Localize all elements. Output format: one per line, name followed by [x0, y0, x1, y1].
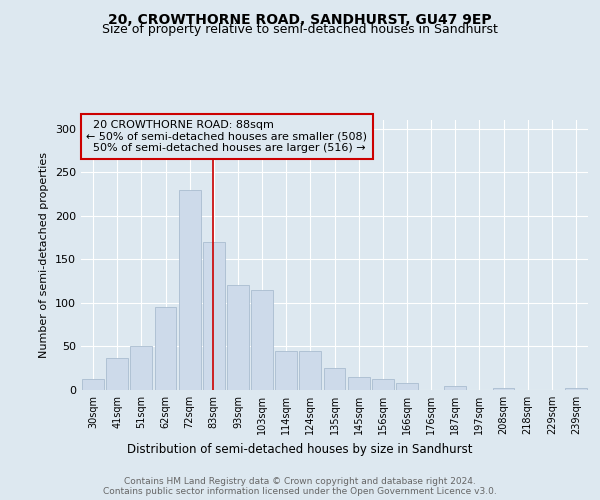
Bar	[155, 308, 176, 390]
Text: Size of property relative to semi-detached houses in Sandhurst: Size of property relative to semi-detach…	[102, 24, 498, 36]
Bar	[130, 346, 152, 390]
Text: Contains HM Land Registry data © Crown copyright and database right 2024.: Contains HM Land Registry data © Crown c…	[124, 478, 476, 486]
Bar	[251, 290, 273, 390]
Text: 20 CROWTHORNE ROAD: 88sqm
← 50% of semi-detached houses are smaller (508)
  50% : 20 CROWTHORNE ROAD: 88sqm ← 50% of semi-…	[86, 120, 367, 153]
Bar	[227, 286, 249, 390]
Bar	[179, 190, 200, 390]
Text: Distribution of semi-detached houses by size in Sandhurst: Distribution of semi-detached houses by …	[127, 442, 473, 456]
Bar	[493, 388, 514, 390]
Text: Contains public sector information licensed under the Open Government Licence v3: Contains public sector information licen…	[103, 488, 497, 496]
Text: 20, CROWTHORNE ROAD, SANDHURST, GU47 9EP: 20, CROWTHORNE ROAD, SANDHURST, GU47 9EP	[108, 12, 492, 26]
Bar	[372, 378, 394, 390]
Bar	[275, 351, 297, 390]
Y-axis label: Number of semi-detached properties: Number of semi-detached properties	[40, 152, 49, 358]
Bar	[82, 378, 104, 390]
Bar	[348, 377, 370, 390]
Bar	[396, 383, 418, 390]
Bar	[445, 386, 466, 390]
Bar	[299, 351, 321, 390]
Bar	[565, 388, 587, 390]
Bar	[203, 242, 224, 390]
Bar	[323, 368, 346, 390]
Bar	[106, 358, 128, 390]
